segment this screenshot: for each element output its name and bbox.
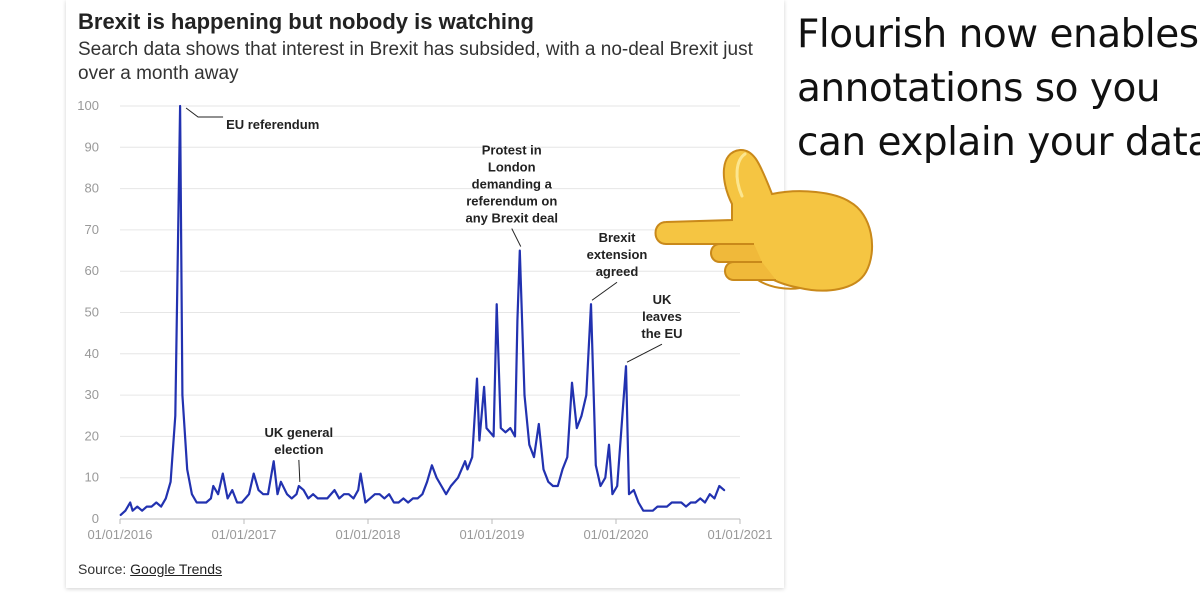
chart-card: Brexit is happening but nobody is watchi… xyxy=(66,0,784,588)
annotation: Protest in London demanding a referendum on… xyxy=(466,143,559,247)
x-tick-label: 01/01/2016 xyxy=(87,527,152,542)
annotation-label: any Brexit deal xyxy=(466,211,559,226)
annotation-connector xyxy=(511,228,522,247)
annotation-label: extension xyxy=(587,247,648,262)
chart-subtitle: Search data shows that interest in Brexi… xyxy=(78,39,753,84)
y-tick-label: 60 xyxy=(85,263,99,278)
y-tick-label: 40 xyxy=(85,346,99,361)
annotation: UK leaves the EU xyxy=(626,292,683,363)
annotation-label: leaves xyxy=(642,309,682,324)
promo-line-3: can explain your data xyxy=(797,120,1200,165)
y-axis: 0 10 20 30 40 50 60 70 80 90 100 xyxy=(77,98,99,526)
annotation-connector xyxy=(298,459,301,482)
grid-lines xyxy=(120,105,740,520)
annotation-connector xyxy=(591,281,618,301)
annotation-connector xyxy=(185,107,224,118)
annotation-label: demanding a xyxy=(472,177,553,192)
x-tick-label: 01/01/2019 xyxy=(459,527,524,542)
y-tick-label: 0 xyxy=(92,511,99,526)
annotation-label: election xyxy=(274,442,323,457)
annotation-label: UK general xyxy=(265,425,334,440)
annotation-label: agreed xyxy=(596,264,639,279)
source-prefix: Source: xyxy=(78,561,131,577)
annotation-label: the EU xyxy=(641,326,682,341)
annotation-label: EU referendum xyxy=(226,117,319,132)
promo-line-2: annotations so you xyxy=(797,66,1161,111)
series-line xyxy=(119,104,726,516)
annotation-label: UK xyxy=(653,292,672,307)
pointing-hand-icon xyxy=(654,148,873,292)
x-tick-label: 01/01/2017 xyxy=(211,527,276,542)
annotation-label: Protest in xyxy=(482,143,542,158)
annotation: Brexit extension agreed xyxy=(587,230,648,301)
y-tick-label: 100 xyxy=(77,98,99,113)
x-axis: 01/01/2016 01/01/2017 01/01/2018 01/01/2019… xyxy=(87,519,773,542)
annotation-label: London xyxy=(488,160,536,175)
chart-title: Brexit is happening but nobody is watchi… xyxy=(78,9,534,34)
annotation: EU referendum xyxy=(185,107,319,132)
source-link[interactable]: Google Trends xyxy=(130,561,222,577)
y-tick-label: 50 xyxy=(85,305,99,320)
x-tick-label: 01/01/2018 xyxy=(335,527,400,542)
promo-line-1: Flourish now enables xyxy=(797,12,1199,57)
promo-text: Flourish now enables annotations so you … xyxy=(797,8,1200,170)
source-note: Source: Google Trends xyxy=(78,561,222,577)
x-tick-label: 01/01/2021 xyxy=(707,527,772,542)
y-tick-label: 70 xyxy=(85,222,99,237)
annotation-label: Brexit xyxy=(599,230,637,245)
y-tick-label: 30 xyxy=(85,387,99,402)
annotation-connector xyxy=(626,343,663,363)
y-tick-label: 90 xyxy=(85,139,99,154)
annotation-label: referendum on xyxy=(466,194,557,209)
annotations: EU referendum UK general election Protest i… xyxy=(185,107,683,482)
annotation: UK general election xyxy=(265,425,334,482)
x-tick-label: 01/01/2020 xyxy=(583,527,648,542)
y-tick-label: 10 xyxy=(85,470,99,485)
y-tick-label: 20 xyxy=(85,428,99,443)
y-tick-label: 80 xyxy=(85,181,99,196)
